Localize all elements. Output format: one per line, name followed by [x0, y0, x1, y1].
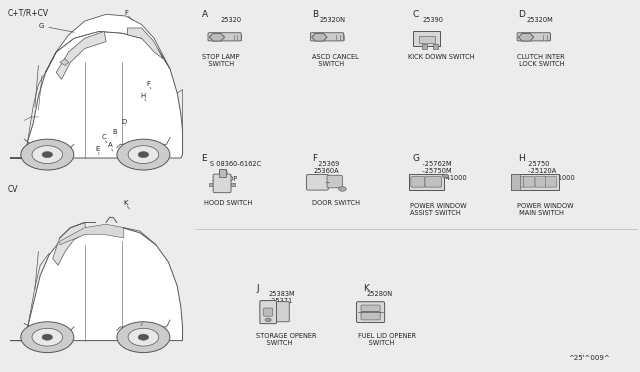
Text: C+T/R+CV: C+T/R+CV: [8, 9, 49, 17]
Text: DOOR SWITCH: DOOR SWITCH: [312, 200, 360, 206]
Text: ^25'^009^: ^25'^009^: [568, 355, 610, 361]
Text: 25320M: 25320M: [527, 17, 554, 23]
Text: K: K: [123, 200, 128, 206]
Text: F: F: [125, 10, 129, 16]
FancyBboxPatch shape: [513, 177, 525, 187]
Polygon shape: [10, 228, 182, 341]
Text: -25762M
   -25750M
S 08513-41000
      (2): -25762M -25750M S 08513-41000 (2): [416, 161, 467, 189]
Polygon shape: [518, 33, 534, 41]
Text: H: H: [518, 154, 525, 163]
Text: F: F: [312, 154, 317, 163]
Circle shape: [42, 151, 52, 158]
Text: CLUTCH INTER
 LOCK SWITCH: CLUTCH INTER LOCK SWITCH: [517, 54, 565, 67]
Text: B: B: [312, 10, 318, 19]
Circle shape: [339, 187, 346, 191]
Text: 25369
25360A
  25360: 25369 25360A 25360: [314, 161, 339, 181]
Circle shape: [117, 322, 170, 353]
Text: 25320N: 25320N: [320, 17, 346, 23]
Text: J: J: [256, 284, 259, 293]
Text: KICK DOWN SWITCH: KICK DOWN SWITCH: [408, 54, 475, 60]
Text: G: G: [413, 154, 420, 163]
Circle shape: [42, 334, 52, 340]
Text: B: B: [112, 129, 117, 135]
Text: CV: CV: [8, 185, 18, 194]
FancyBboxPatch shape: [213, 174, 231, 193]
FancyBboxPatch shape: [208, 33, 241, 41]
FancyBboxPatch shape: [511, 174, 520, 190]
FancyBboxPatch shape: [219, 169, 226, 177]
Text: HOOD SWITCH: HOOD SWITCH: [204, 200, 252, 206]
Text: D: D: [121, 119, 126, 125]
Text: POWER WINDOW
 MAIN SWITCH: POWER WINDOW MAIN SWITCH: [517, 203, 573, 216]
FancyBboxPatch shape: [260, 301, 276, 324]
Circle shape: [265, 318, 271, 322]
FancyBboxPatch shape: [276, 302, 289, 322]
Circle shape: [138, 334, 148, 340]
FancyBboxPatch shape: [511, 174, 559, 190]
FancyBboxPatch shape: [327, 175, 342, 188]
FancyBboxPatch shape: [524, 177, 535, 187]
Polygon shape: [60, 59, 68, 65]
Polygon shape: [45, 14, 170, 73]
FancyBboxPatch shape: [419, 36, 435, 43]
Text: K: K: [363, 284, 369, 293]
Text: A: A: [202, 10, 208, 19]
FancyBboxPatch shape: [356, 302, 385, 323]
Polygon shape: [312, 33, 327, 41]
FancyBboxPatch shape: [545, 177, 557, 187]
FancyBboxPatch shape: [433, 44, 438, 49]
FancyBboxPatch shape: [413, 31, 440, 46]
FancyBboxPatch shape: [517, 33, 550, 41]
Circle shape: [128, 146, 159, 164]
Text: 25320: 25320: [221, 17, 242, 23]
FancyBboxPatch shape: [411, 177, 425, 187]
FancyBboxPatch shape: [264, 308, 273, 316]
Text: G: G: [38, 23, 44, 29]
FancyBboxPatch shape: [409, 174, 444, 190]
FancyBboxPatch shape: [307, 174, 328, 190]
Text: E: E: [95, 146, 99, 152]
Text: F: F: [147, 81, 150, 87]
Text: C: C: [102, 134, 107, 140]
Text: ASCD CANCEL
   SWITCH: ASCD CANCEL SWITCH: [312, 54, 358, 67]
Polygon shape: [60, 224, 124, 245]
Text: D: D: [518, 10, 525, 19]
FancyBboxPatch shape: [425, 177, 442, 187]
Circle shape: [32, 328, 63, 346]
Text: 25383M
 25371: 25383M 25371: [269, 291, 296, 304]
Circle shape: [128, 328, 159, 346]
Text: 25280N: 25280N: [366, 291, 392, 297]
Text: A: A: [108, 142, 113, 148]
Circle shape: [32, 146, 63, 164]
Circle shape: [138, 151, 148, 158]
FancyBboxPatch shape: [361, 305, 380, 312]
Text: FUEL LID OPENER
     SWITCH: FUEL LID OPENER SWITCH: [358, 333, 417, 346]
FancyBboxPatch shape: [535, 177, 547, 187]
Text: 25750
  -25120A
S 08513-41000
       (4): 25750 -25120A S 08513-41000 (4): [524, 161, 574, 189]
Text: E: E: [202, 154, 207, 163]
Circle shape: [117, 139, 170, 170]
Text: J: J: [138, 326, 141, 332]
Circle shape: [21, 139, 74, 170]
Circle shape: [21, 322, 74, 353]
FancyBboxPatch shape: [422, 44, 427, 49]
Polygon shape: [127, 28, 163, 59]
Text: STORAGE OPENER
     SWITCH: STORAGE OPENER SWITCH: [256, 333, 317, 346]
Polygon shape: [209, 33, 225, 41]
FancyBboxPatch shape: [361, 312, 380, 320]
Text: S 08360-6162C
    (2)
 25360P: S 08360-6162C (2) 25360P: [210, 161, 261, 182]
Polygon shape: [56, 31, 106, 79]
Text: POWER WINDOW
ASSIST SWITCH: POWER WINDOW ASSIST SWITCH: [410, 203, 467, 216]
Polygon shape: [10, 31, 182, 158]
Text: H: H: [141, 93, 146, 99]
Text: C: C: [413, 10, 419, 19]
Text: STOP LAMP
   SWITCH: STOP LAMP SWITCH: [202, 54, 239, 67]
Circle shape: [442, 174, 449, 178]
FancyBboxPatch shape: [310, 33, 344, 41]
Polygon shape: [52, 222, 86, 265]
FancyBboxPatch shape: [209, 183, 235, 186]
Text: 25390: 25390: [422, 17, 444, 23]
